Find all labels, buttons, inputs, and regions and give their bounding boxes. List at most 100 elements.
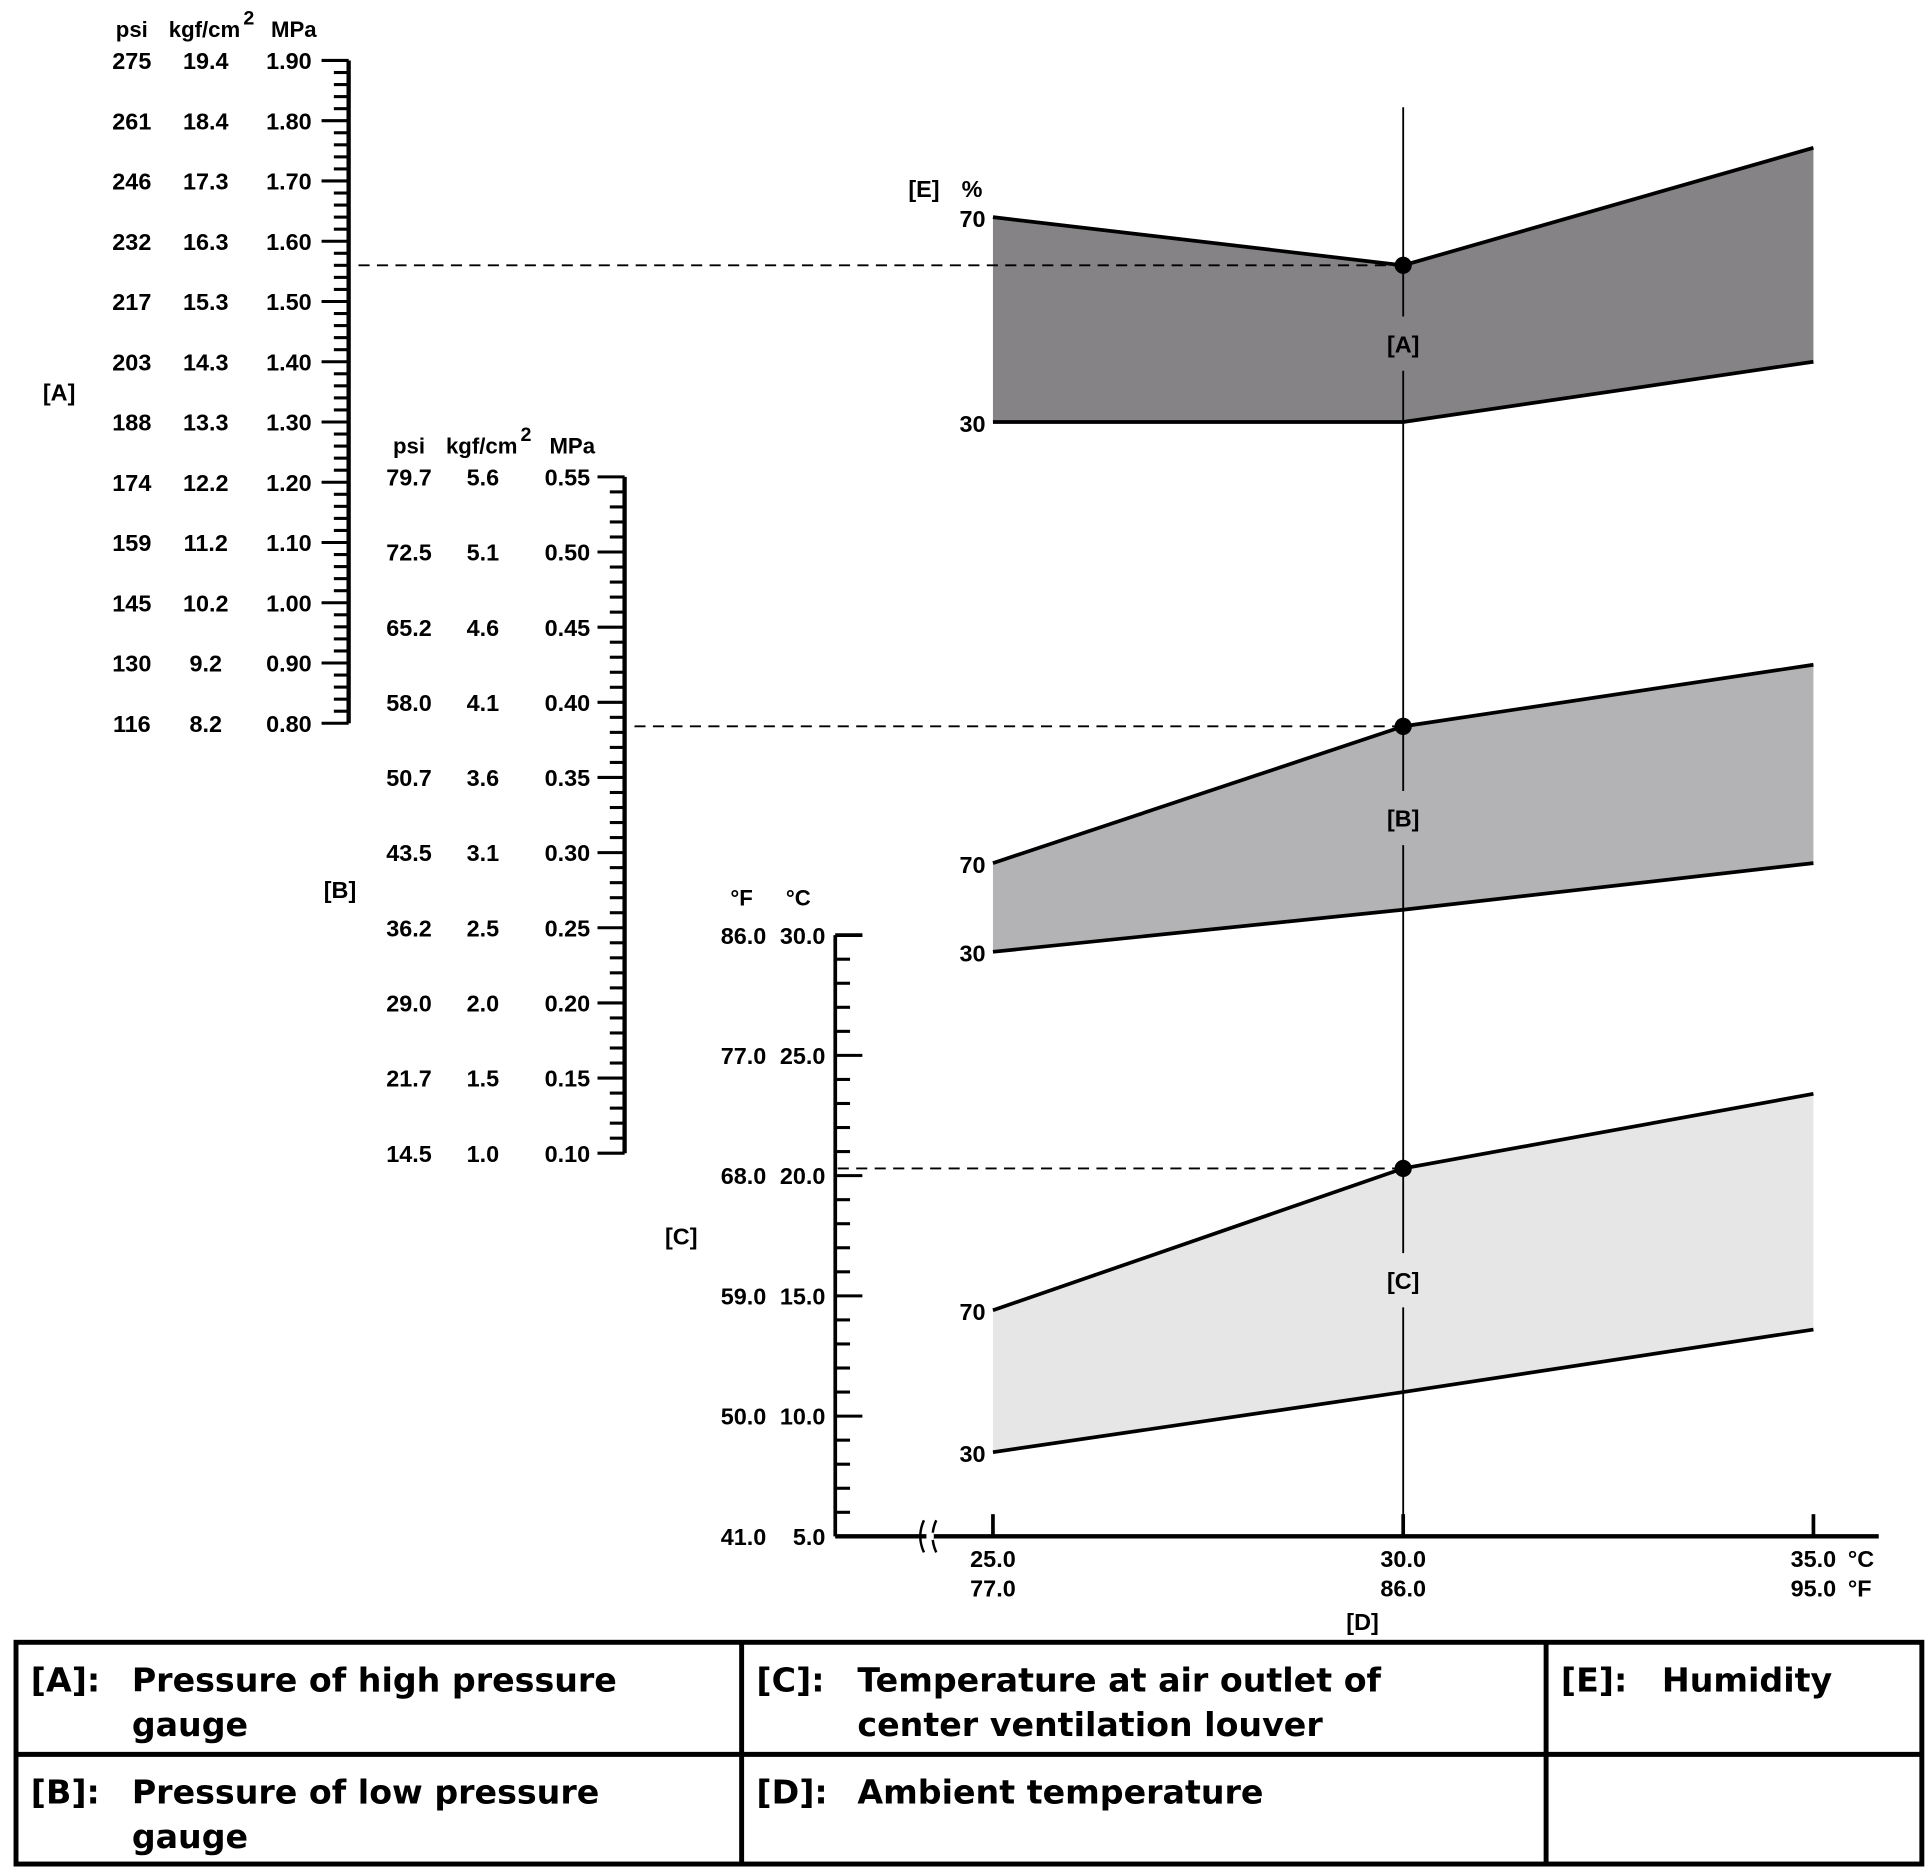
tick-label-mpa: 0.10 — [545, 1141, 591, 1167]
tick-label-psi: 188 — [112, 410, 151, 436]
tick-label-mpa: 1.90 — [266, 48, 312, 74]
tick-label-kgf: 8.2 — [189, 711, 222, 737]
tick-label-mpa: 1.80 — [266, 108, 312, 134]
tick-label-fahrenheit: 41.0 — [721, 1524, 767, 1550]
unit-header-kgf: kgf/cm — [446, 433, 517, 458]
legend-key: [E]: — [1561, 1661, 1627, 1700]
tick-label-psi: 159 — [112, 530, 151, 556]
tick-label-kgf: 4.1 — [467, 690, 500, 716]
humidity-label-70: 70 — [960, 1299, 986, 1325]
tick-label-kgf: 3.1 — [467, 840, 500, 866]
operating-point-marker — [1394, 256, 1412, 274]
legend-description: Pressure of high pressure — [132, 1661, 617, 1700]
tick-label-mpa: 1.10 — [266, 530, 312, 556]
tick-label-kgf: 1.0 — [467, 1141, 500, 1167]
humidity-unit: % — [962, 176, 983, 202]
unit-header-superscript: 2 — [243, 8, 254, 30]
tick-label-psi: 29.0 — [386, 991, 432, 1017]
unit-header-kgf: kgf/cm — [169, 17, 240, 42]
tick-label-psi: 116 — [113, 711, 151, 737]
axis-C-label: [C] — [665, 1223, 697, 1249]
x-tick-label-fahrenheit: 95.0 — [1791, 1576, 1837, 1602]
tick-label-celsius: 5.0 — [793, 1524, 826, 1550]
axis-B-label: [B] — [324, 877, 356, 903]
x-tick-label-celsius: 25.0 — [970, 1546, 1016, 1572]
legend-description: Humidity — [1662, 1661, 1833, 1700]
tick-label-psi: 130 — [112, 651, 151, 677]
tick-label-psi: 43.5 — [386, 840, 432, 866]
legend-key: [D]: — [756, 1773, 827, 1812]
tick-label-mpa: 0.45 — [545, 615, 591, 641]
tick-label-kgf: 9.2 — [189, 651, 222, 677]
tick-label-kgf: 19.4 — [183, 48, 229, 74]
tick-label-celsius: 10.0 — [780, 1404, 826, 1430]
tick-label-mpa: 0.50 — [545, 540, 591, 566]
tick-label-kgf: 18.4 — [183, 108, 229, 134]
tick-label-kgf: 3.6 — [467, 765, 500, 791]
tick-label-psi: 79.7 — [386, 464, 432, 490]
humidity-label-70: 70 — [960, 206, 986, 232]
unit-header-mpa: MPa — [271, 17, 317, 42]
tick-label-kgf: 10.2 — [183, 590, 229, 616]
tick-label-mpa: 0.30 — [545, 840, 591, 866]
tick-label-celsius: 20.0 — [780, 1163, 826, 1189]
legend-description: gauge — [132, 1705, 248, 1744]
tick-label-mpa: 0.25 — [545, 915, 591, 941]
tick-label-mpa: 0.35 — [545, 765, 591, 791]
tick-label-psi: 275 — [112, 48, 151, 74]
legend-description: center ventilation louver — [857, 1705, 1323, 1744]
unit-header-celsius: °C — [786, 886, 811, 911]
tick-label-mpa: 0.20 — [545, 991, 591, 1017]
tick-label-mpa: 0.15 — [545, 1066, 591, 1092]
tick-label-kgf: 2.5 — [467, 915, 500, 941]
tick-label-kgf: 13.3 — [183, 410, 229, 436]
band-C — [992, 1093, 1814, 1453]
legend-description: Ambient temperature — [857, 1773, 1263, 1812]
x-tick-label-fahrenheit: 86.0 — [1380, 1576, 1426, 1602]
tick-label-fahrenheit: 50.0 — [721, 1404, 767, 1430]
humidity-axis-label: [E] — [908, 176, 939, 202]
band-label-A: [A] — [1387, 331, 1419, 357]
x-tick-label-celsius: 35.0 — [1791, 1546, 1837, 1572]
tick-label-psi: 174 — [112, 470, 151, 496]
tick-label-kgf: 15.3 — [183, 289, 229, 315]
tick-label-kgf: 14.3 — [183, 349, 229, 375]
x-tick-label-fahrenheit: 77.0 — [970, 1576, 1016, 1602]
tick-label-psi: 246 — [112, 169, 151, 195]
tick-label-fahrenheit: 77.0 — [721, 1043, 767, 1069]
tick-label-psi: 72.5 — [386, 540, 432, 566]
tick-label-mpa: 1.20 — [266, 470, 312, 496]
tick-label-mpa: 1.60 — [266, 229, 312, 255]
unit-header-fahrenheit: °F — [730, 886, 752, 911]
operating-point-marker — [1394, 1159, 1412, 1178]
axis-break-gap — [926, 1532, 934, 1541]
tick-label-fahrenheit: 86.0 — [721, 923, 767, 949]
humidity-label-70: 70 — [960, 852, 986, 878]
tick-label-psi: 145 — [112, 590, 151, 616]
tick-label-psi: 50.7 — [386, 765, 432, 791]
legend-key: [B]: — [31, 1773, 100, 1812]
x-unit-celsius: °C — [1848, 1546, 1874, 1572]
tick-label-psi: 21.7 — [386, 1066, 432, 1092]
tick-label-celsius: 15.0 — [780, 1283, 826, 1309]
tick-label-psi: 65.2 — [386, 615, 432, 641]
band-B — [992, 664, 1814, 952]
humidity-label-30: 30 — [960, 941, 986, 967]
tick-label-psi: 203 — [112, 349, 151, 375]
tick-label-psi: 217 — [112, 289, 151, 315]
tick-label-mpa: 1.40 — [266, 349, 312, 375]
tick-label-kgf: 5.6 — [467, 464, 500, 490]
tick-label-psi: 36.2 — [386, 915, 432, 941]
tick-label-psi: 261 — [112, 108, 151, 134]
x-axis-label: [D] — [1346, 1609, 1378, 1635]
tick-label-kgf: 17.3 — [183, 169, 229, 195]
legend-key: [C]: — [756, 1661, 824, 1700]
tick-label-mpa: 0.55 — [545, 464, 591, 490]
unit-header-superscript: 2 — [521, 424, 532, 446]
band-label-B: [B] — [1387, 806, 1419, 832]
humidity-label-30: 30 — [960, 411, 986, 437]
operating-point-marker — [1394, 717, 1412, 735]
unit-header-psi: psi — [116, 17, 148, 42]
tick-label-kgf: 2.0 — [467, 991, 500, 1017]
tick-label-celsius: 30.0 — [780, 923, 826, 949]
